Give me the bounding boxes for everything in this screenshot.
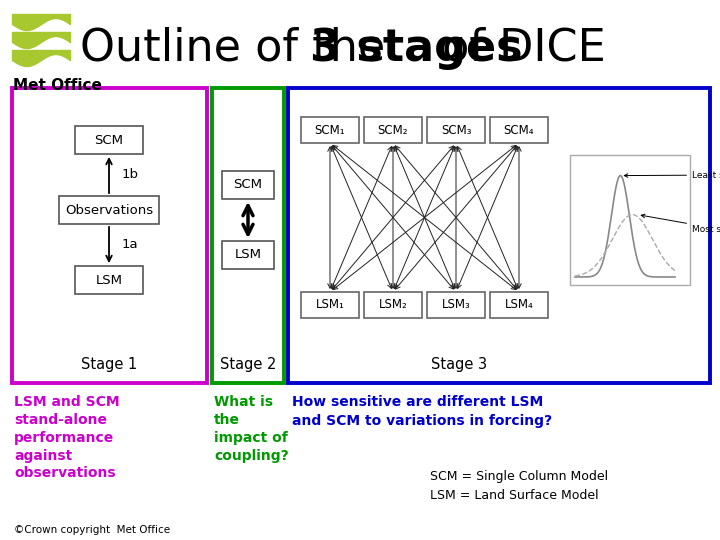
Text: LSM₄: LSM₄	[505, 299, 534, 312]
Bar	[288, 88, 710, 383]
Bar	[427, 292, 485, 318]
Text: 3 stages: 3 stages	[310, 26, 523, 70]
Bar	[490, 117, 548, 143]
Text: SCM₁: SCM₁	[315, 124, 346, 137]
Bar	[301, 117, 359, 143]
Bar	[301, 292, 359, 318]
Bar	[222, 241, 274, 269]
Text: SCM₂: SCM₂	[378, 124, 408, 137]
Bar	[490, 292, 548, 318]
Bar	[364, 117, 422, 143]
Text: LSM₂: LSM₂	[379, 299, 408, 312]
Text: LSM₃: LSM₃	[441, 299, 470, 312]
Bar	[222, 171, 274, 199]
Text: LSM and SCM
stand-alone
performance
against
observations: LSM and SCM stand-alone performance agai…	[14, 395, 120, 481]
Text: LSM: LSM	[235, 248, 261, 261]
Text: SCM₄: SCM₄	[504, 124, 534, 137]
Text: Most sensitive: Most sensitive	[642, 214, 720, 234]
Bar	[212, 88, 284, 383]
Bar	[59, 196, 159, 224]
Text: How sensitive are different LSM
and SCM to variations in forcing?: How sensitive are different LSM and SCM …	[292, 395, 552, 429]
Text: LSM: LSM	[96, 273, 122, 287]
Text: SCM₃: SCM₃	[441, 124, 472, 137]
Text: SCM = Single Column Model
LSM = Land Surface Model: SCM = Single Column Model LSM = Land Sur…	[430, 470, 608, 502]
Text: SCM: SCM	[94, 133, 124, 146]
Text: 1b: 1b	[122, 168, 139, 181]
Bar	[364, 292, 422, 318]
Text: 1a: 1a	[122, 239, 139, 252]
Text: ©Crown copyright  Met Office: ©Crown copyright Met Office	[14, 525, 170, 535]
Text: SCM: SCM	[233, 179, 263, 192]
Text: Stage 3: Stage 3	[431, 357, 487, 373]
Text: LSM₁: LSM₁	[315, 299, 344, 312]
Text: Met Office: Met Office	[13, 78, 102, 93]
Text: of DICE: of DICE	[428, 26, 606, 70]
Text: Outline of the: Outline of the	[80, 26, 400, 70]
Text: Stage 2: Stage 2	[220, 357, 276, 373]
Text: Stage 1: Stage 1	[81, 357, 138, 373]
Text: What is
the
impact of
coupling?: What is the impact of coupling?	[214, 395, 289, 463]
Bar	[75, 266, 143, 294]
Bar	[427, 117, 485, 143]
Bar	[12, 88, 207, 383]
Bar	[75, 126, 143, 154]
Text: Observations: Observations	[65, 204, 153, 217]
Text: Least sensitive: Least sensitive	[624, 171, 720, 179]
Bar	[570, 155, 690, 285]
